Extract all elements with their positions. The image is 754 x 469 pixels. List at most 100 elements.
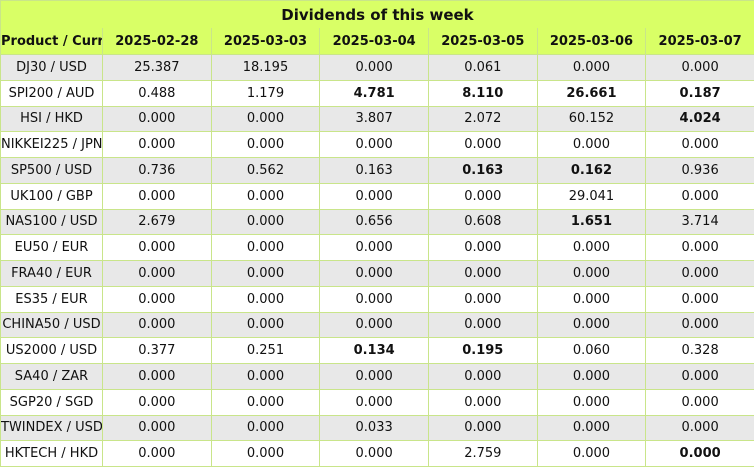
table-row: HKTECH / HKD 0.000 0.000 0.000 2.759 0.000 0.0… [0, 440, 754, 467]
dividend-value-cell: 60.152 [536, 105, 647, 133]
dividend-value-cell: 0.608 [427, 208, 538, 236]
dividend-value-cell: 26.661 [536, 79, 647, 107]
dividend-value-cell: 2.072 [427, 105, 538, 133]
dividend-value-cell: 0.000 [427, 131, 538, 158]
table-row: HSI / HKD 0.000 0.000 3.807 2.072 60.152 4.024 [0, 105, 754, 133]
table-row: NIKKEI225 / JPN 0.000 0.000 0.000 0.000 0.000… [0, 131, 754, 158]
product-cell: SGP20 / SGD [0, 388, 103, 416]
column-header-date: 2025-03-07 [645, 28, 754, 55]
table-row: SP500 / USD 0.736 0.562 0.163 0.163 0.162 0.93… [0, 157, 754, 184]
table-row: TWINDEX / USD 0.000 0.000 0.033 0.000 0.000 0.… [0, 414, 754, 442]
dividend-value-cell: 0.000 [536, 440, 647, 467]
product-cell: SP500 / USD [0, 157, 103, 184]
dividend-value-cell: 0.000 [536, 54, 647, 81]
column-header-date: 2025-02-28 [102, 28, 212, 55]
dividend-value-cell: 0.162 [536, 157, 647, 184]
dividend-value-cell: 2.679 [102, 208, 212, 236]
dividend-value-cell: 0.163 [427, 157, 538, 184]
header-row: Product / Currency 2025-02-28 2025-03-03… [0, 28, 754, 55]
dividend-value-cell: 0.000 [645, 388, 754, 416]
dividend-value-cell: 0.000 [645, 285, 754, 313]
table-row: SGP20 / SGD 0.000 0.000 0.000 0.000 0.000 0.00… [0, 388, 754, 416]
dividend-value-cell: 0.000 [102, 363, 212, 390]
product-cell: DJ30 / USD [0, 54, 103, 81]
dividend-value-cell: 0.000 [102, 131, 212, 158]
dividend-value-cell: 0.000 [319, 234, 429, 261]
dividend-value-cell: 0.000 [645, 311, 754, 339]
dividend-value-cell: 0.000 [210, 414, 321, 442]
table-row: EU50 / EUR 0.000 0.000 0.000 0.000 0.000 0.000 [0, 234, 754, 261]
dividend-value-cell: 0.000 [536, 311, 647, 339]
dividend-value-cell: 0.328 [645, 337, 754, 364]
dividend-value-cell: 0.000 [536, 285, 647, 313]
product-cell: ES35 / EUR [0, 285, 103, 313]
dividend-value-cell: 0.000 [210, 440, 321, 467]
table-row: DJ30 / USD 25.387 18.195 0.000 0.061 0.000 0.0… [0, 54, 754, 81]
product-cell: US2000 / USD [0, 337, 103, 364]
dividend-value-cell: 0.000 [319, 363, 429, 390]
dividend-value-cell: 0.000 [536, 388, 647, 416]
dividend-value-cell: 0.000 [210, 131, 321, 158]
dividend-value-cell: 1.651 [536, 208, 647, 236]
dividend-value-cell: 0.000 [319, 285, 429, 313]
dividend-value-cell: 0.000 [319, 440, 429, 467]
dividend-value-cell: 0.000 [645, 234, 754, 261]
column-header-date: 2025-03-06 [536, 28, 647, 55]
product-cell: FRA40 / EUR [0, 260, 103, 287]
dividend-value-cell: 0.736 [102, 157, 212, 184]
dividend-value-cell: 0.000 [210, 182, 321, 210]
dividend-value-cell: 0.000 [427, 388, 538, 416]
column-header-date: 2025-03-05 [427, 28, 538, 55]
dividend-value-cell: 0.000 [210, 105, 321, 133]
dividend-value-cell: 0.000 [427, 363, 538, 390]
product-cell: EU50 / EUR [0, 234, 103, 261]
dividend-value-cell: 0.187 [645, 79, 754, 107]
dividend-value-cell: 0.000 [427, 285, 538, 313]
dividend-value-cell: 4.024 [645, 105, 754, 133]
dividend-value-cell: 0.061 [427, 54, 538, 81]
table-row: NAS100 / USD 2.679 0.000 0.656 0.608 1.651 3.7… [0, 208, 754, 236]
dividend-value-cell: 3.807 [319, 105, 429, 133]
dividend-value-cell: 0.195 [427, 337, 538, 364]
dividend-value-cell: 1.179 [210, 79, 321, 107]
product-cell: HSI / HKD [0, 105, 103, 133]
table-title: Dividends of this week [0, 0, 754, 28]
table-row: US2000 / USD 0.377 0.251 0.134 0.195 0.060 0.3… [0, 337, 754, 364]
dividend-value-cell: 0.000 [102, 105, 212, 133]
column-header-date: 2025-03-03 [210, 28, 321, 55]
dividend-value-cell: 0.000 [536, 363, 647, 390]
dividend-value-cell: 0.000 [427, 260, 538, 287]
dividend-value-cell: 0.000 [210, 208, 321, 236]
dividend-value-cell: 0.000 [319, 388, 429, 416]
dividend-value-cell: 0.562 [210, 157, 321, 184]
product-cell: TWINDEX / USD [0, 414, 103, 442]
dividend-value-cell: 18.195 [210, 54, 321, 81]
dividend-value-cell: 0.000 [645, 414, 754, 442]
table-row: CHINA50 / USD 0.000 0.000 0.000 0.000 0.000 0.… [0, 311, 754, 339]
dividend-value-cell: 0.000 [536, 131, 647, 158]
product-cell: SA40 / ZAR [0, 363, 103, 390]
dividend-value-cell: 0.000 [102, 260, 212, 287]
dividend-value-cell: 0.000 [645, 440, 754, 467]
table-body: DJ30 / USD 25.387 18.195 0.000 0.061 0.000 0.0… [0, 54, 754, 467]
table-row: UK100 / GBP 0.000 0.000 0.000 0.000 29.041 0.0… [0, 182, 754, 210]
dividend-value-cell: 0.000 [102, 440, 212, 467]
dividend-value-cell: 29.041 [536, 182, 647, 210]
dividend-value-cell: 0.000 [102, 311, 212, 339]
dividend-value-cell: 0.000 [536, 414, 647, 442]
dividend-value-cell: 0.000 [102, 388, 212, 416]
product-cell: SPI200 / AUD [0, 79, 103, 107]
dividend-value-cell: 0.000 [645, 363, 754, 390]
dividend-value-cell: 0.656 [319, 208, 429, 236]
dividend-value-cell: 0.000 [319, 182, 429, 210]
product-cell: HKTECH / HKD [0, 440, 103, 467]
dividend-value-cell: 0.936 [645, 157, 754, 184]
dividend-value-cell: 0.000 [536, 234, 647, 261]
dividend-value-cell: 0.000 [102, 234, 212, 261]
dividend-value-cell: 0.000 [427, 311, 538, 339]
dividend-value-cell: 0.000 [210, 363, 321, 390]
dividend-value-cell: 0.377 [102, 337, 212, 364]
dividend-value-cell: 4.781 [319, 79, 429, 107]
column-header-product: Product / Currency [0, 28, 103, 55]
